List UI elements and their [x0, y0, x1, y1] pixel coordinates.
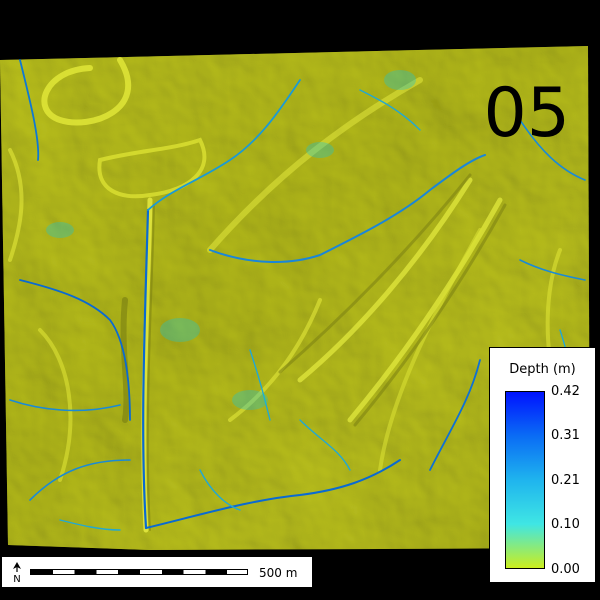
- scale-bar-graphic: [30, 569, 248, 575]
- scale-distance-label: 500 m: [259, 566, 298, 580]
- north-label: N: [13, 574, 20, 583]
- depth-legend: Depth (m) 0.42 0.31 0.21 0.10 0.00: [489, 347, 596, 583]
- shallow-water-patches: [46, 70, 416, 410]
- legend-tick-3: 0.21: [551, 473, 580, 488]
- legend-title: Depth (m): [509, 362, 576, 377]
- terrain-ridges: [8, 57, 572, 533]
- scale-bar: N 500 m: [2, 557, 312, 587]
- frame-label: 05: [483, 74, 570, 153]
- legend-tick-min: 0.00: [551, 562, 580, 577]
- legend-tick-4: 0.10: [551, 517, 580, 532]
- legend-tick-max: 0.42: [551, 384, 580, 399]
- legend-color-ramp: [505, 391, 545, 569]
- legend-tick-2: 0.31: [551, 428, 580, 443]
- north-arrow-icon: N: [13, 562, 21, 583]
- flow-channels: [9, 59, 586, 531]
- terrain-shadows: [120, 173, 507, 531]
